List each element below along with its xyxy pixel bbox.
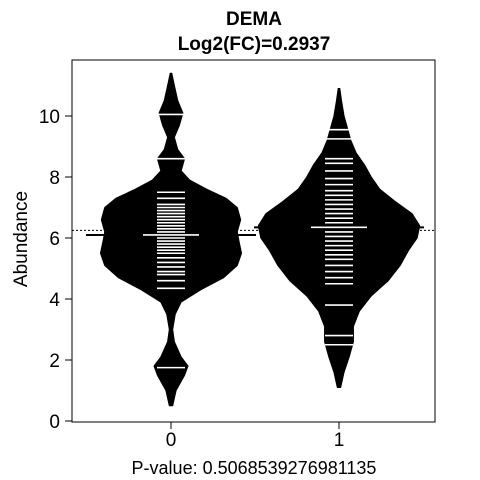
x-tick-label: 1 [334, 430, 345, 451]
bean-shape-0 [99, 72, 243, 407]
x-tick-label: 0 [166, 430, 177, 451]
x-axis-label: P-value: 0.5068539276981135 [132, 458, 377, 478]
y-tick-label: 6 [49, 229, 60, 250]
chart-title: DEMA [226, 9, 282, 30]
plot-frame [71, 59, 436, 423]
plot-area: 0 2 4 6 8 10 0 1 [39, 59, 436, 451]
y-tick-label: 0 [49, 412, 60, 433]
y-tick-label: 2 [49, 351, 60, 372]
y-tick-label: 8 [49, 168, 60, 189]
y-tick-label: 10 [39, 107, 60, 128]
chart-subtitle: Log2(FC)=0.2937 [178, 34, 331, 55]
y-axis-label: Abundance [11, 191, 32, 287]
y-tick-label: 4 [49, 290, 60, 311]
bean-shape-1 [257, 88, 421, 388]
